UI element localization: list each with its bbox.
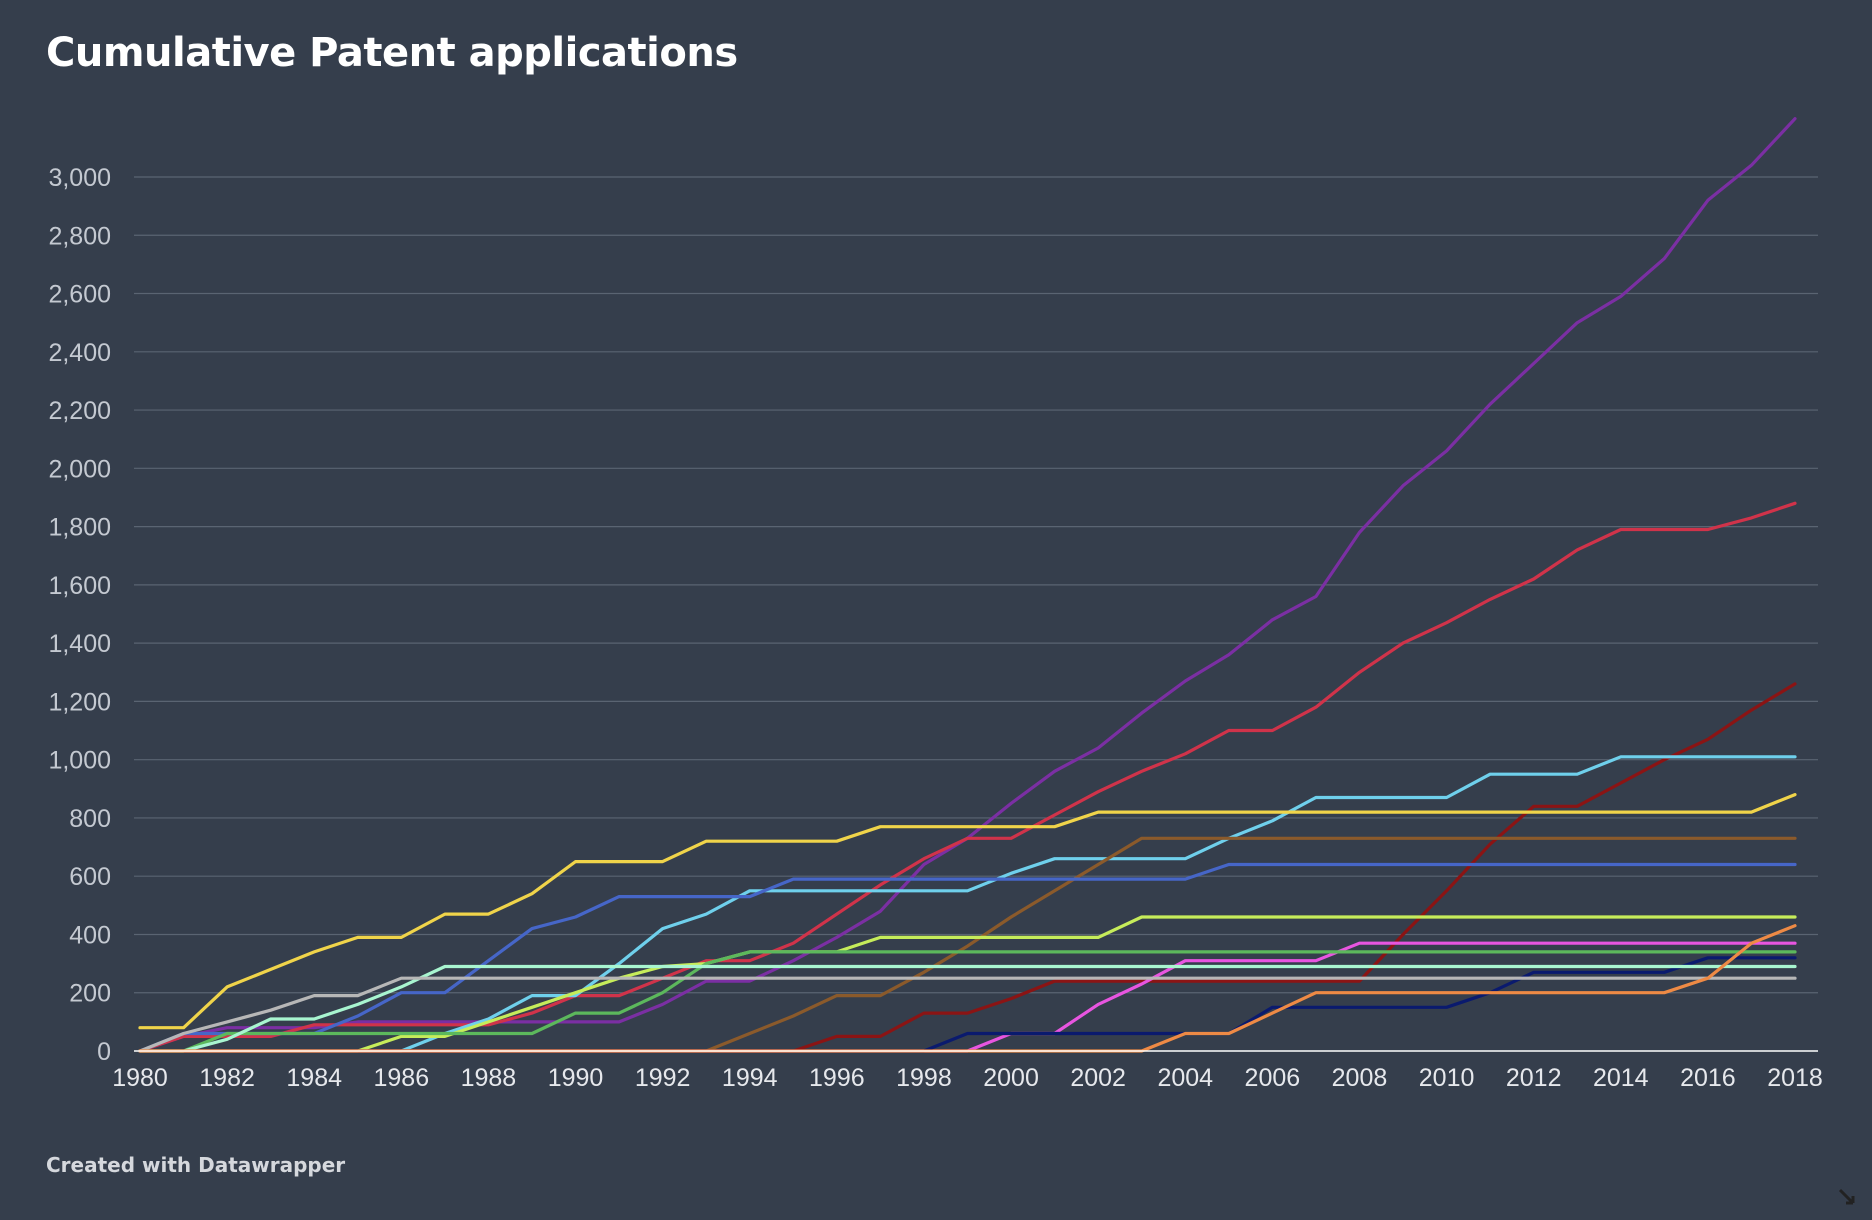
y-tick-label: 2,600 — [48, 281, 111, 309]
x-tick-label: 1982 — [199, 1064, 255, 1092]
y-tick-label: 1,400 — [48, 630, 111, 658]
x-tick-label: 2000 — [983, 1064, 1039, 1092]
credit-footer: Created with Datawrapper — [46, 1153, 346, 1177]
series-line — [138, 501, 1797, 1053]
x-axis-tick-labels: 1980 1982 1984 1986 1988 1990 1992 1994 1996 1998… — [112, 1064, 1823, 1092]
series-line — [138, 755, 1797, 1053]
series-line — [138, 950, 1797, 1053]
x-tick-label: 2018 — [1767, 1064, 1823, 1092]
x-tick-label: 2014 — [1593, 1064, 1649, 1092]
series-line — [138, 956, 1797, 1053]
series-line — [138, 862, 1797, 1053]
y-tick-label: 2,000 — [48, 455, 111, 483]
y-tick-label: 600 — [69, 863, 111, 891]
chart-title: Cumulative Patent applications — [46, 30, 738, 76]
series-line — [138, 976, 1797, 1053]
x-tick-label: 2004 — [1157, 1064, 1213, 1092]
gridlines — [134, 176, 1818, 994]
x-tick-label: 1986 — [374, 1064, 430, 1092]
y-axis-tick-labels: 0 200 400 600 800 1,000 1,200 1,400 1,600 1,800 2,… — [48, 164, 111, 1066]
resize-handle-icon[interactable] — [1837, 1187, 1857, 1207]
y-tick-label: 400 — [69, 921, 111, 949]
y-tick-label: 800 — [69, 805, 111, 833]
y-tick-label: 200 — [69, 980, 111, 1008]
x-tick-label: 1994 — [722, 1064, 778, 1092]
x-tick-label: 1998 — [896, 1064, 952, 1092]
y-tick-label: 3,000 — [48, 164, 111, 192]
x-tick-label: 2016 — [1680, 1064, 1736, 1092]
x-tick-label: 2012 — [1506, 1064, 1562, 1092]
x-tick-label: 1996 — [809, 1064, 865, 1092]
line-chart: 0 200 400 600 800 1,000 1,200 1,400 1,600 1,800 2,… — [48, 117, 1823, 1092]
x-tick-label: 1980 — [112, 1064, 168, 1092]
y-tick-label: 1,600 — [48, 572, 111, 600]
y-tick-label: 1,000 — [48, 747, 111, 775]
series-line — [138, 915, 1797, 1053]
y-tick-label: 1,800 — [48, 514, 111, 542]
x-tick-label: 2008 — [1332, 1064, 1388, 1092]
y-tick-label: 1,200 — [48, 688, 111, 716]
series-line — [138, 682, 1797, 1053]
x-tick-label: 2006 — [1245, 1064, 1301, 1092]
x-tick-label: 1984 — [286, 1064, 342, 1092]
series-line — [138, 964, 1797, 1053]
y-tick-label: 2,800 — [48, 222, 111, 250]
x-tick-label: 1992 — [635, 1064, 691, 1092]
y-tick-label: 2,200 — [48, 397, 111, 425]
x-tick-label: 2002 — [1070, 1064, 1126, 1092]
x-tick-label: 1988 — [461, 1064, 517, 1092]
x-tick-label: 1990 — [548, 1064, 604, 1092]
y-tick-label: 0 — [97, 1038, 111, 1066]
x-tick-label: 2010 — [1419, 1064, 1475, 1092]
series-line — [138, 792, 1797, 1030]
y-tick-label: 2,400 — [48, 339, 111, 367]
